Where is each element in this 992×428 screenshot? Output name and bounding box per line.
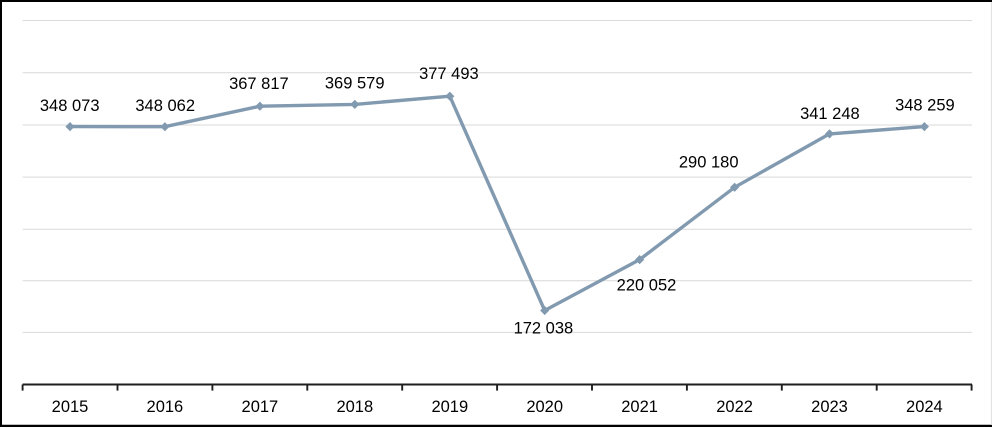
svg-text:2021: 2021: [621, 398, 658, 416]
svg-text:2023: 2023: [811, 398, 848, 416]
svg-text:348 073: 348 073: [40, 97, 100, 115]
svg-text:290 180: 290 180: [679, 153, 739, 171]
svg-text:2015: 2015: [52, 398, 89, 416]
svg-text:2020: 2020: [526, 398, 563, 416]
svg-text:367 817: 367 817: [229, 75, 289, 93]
svg-text:369 579: 369 579: [325, 75, 385, 93]
svg-text:2017: 2017: [242, 398, 279, 416]
svg-text:377 493: 377 493: [419, 65, 479, 83]
svg-text:220 052: 220 052: [617, 276, 677, 294]
svg-text:2019: 2019: [431, 398, 468, 416]
svg-text:172 038: 172 038: [514, 320, 574, 338]
svg-text:2022: 2022: [716, 398, 753, 416]
svg-text:348 259: 348 259: [895, 96, 955, 114]
svg-text:2024: 2024: [906, 398, 943, 416]
svg-text:341 248: 341 248: [800, 105, 860, 123]
svg-text:348 062: 348 062: [135, 97, 195, 115]
svg-text:2018: 2018: [336, 398, 373, 416]
svg-text:2016: 2016: [147, 398, 184, 416]
